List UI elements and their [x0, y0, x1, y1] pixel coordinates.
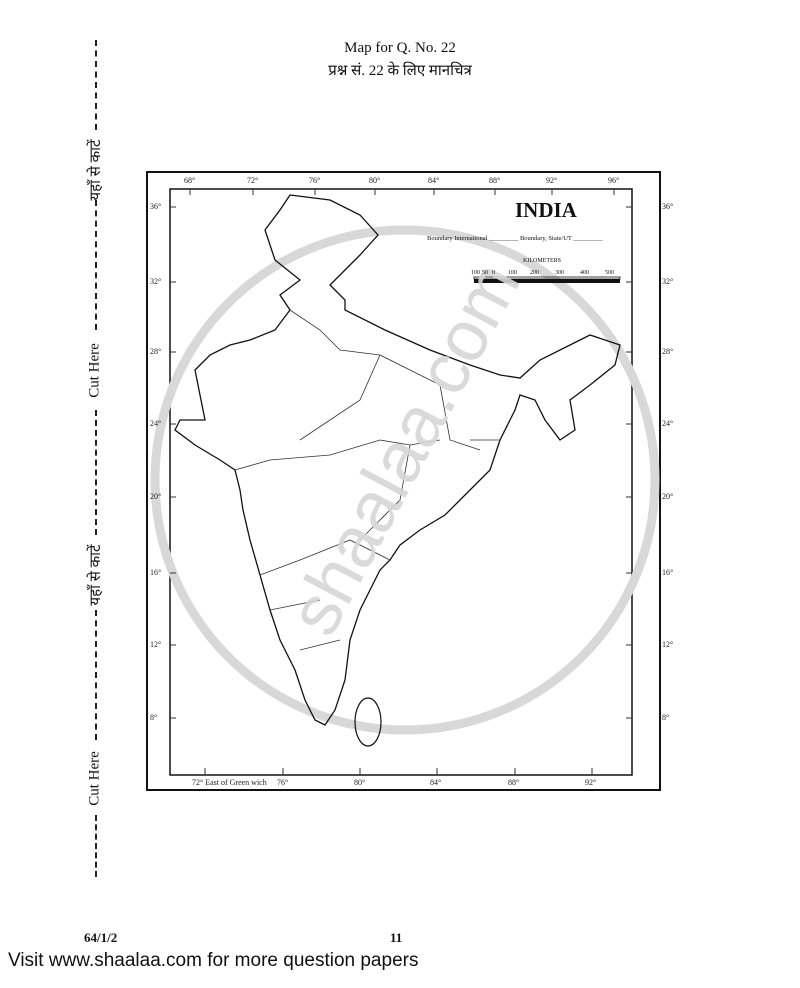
- cut-line: [95, 815, 97, 877]
- right-latitude-label: 32°: [662, 277, 674, 286]
- right-latitude-label: 36°: [662, 202, 674, 211]
- visit-banner: Visit www.shaalaa.com for more question …: [8, 950, 419, 971]
- cut-line: [95, 200, 97, 330]
- map-title-hindi: प्रश्न सं. 22 के लिए मानचित्र: [328, 63, 472, 79]
- scale-label: 0: [492, 270, 495, 276]
- scale-label: 50: [482, 270, 488, 276]
- scale-label: 500: [605, 270, 614, 276]
- watermark-text: shaalaa.com: [273, 250, 535, 648]
- bottom-longitude-label: 84°: [430, 778, 442, 787]
- top-longitude-label: 68°: [184, 176, 196, 185]
- watermark-circle: [150, 225, 660, 735]
- left-latitude-label: 28°: [150, 347, 162, 356]
- scale-bar: [473, 276, 621, 283]
- top-longitude-label: 72°: [247, 176, 259, 185]
- left-latitude-label: 32°: [150, 277, 162, 286]
- scale-label: 100: [508, 270, 517, 276]
- right-latitude-label: 24°: [662, 419, 674, 428]
- map-inner-frame: [169, 188, 633, 776]
- top-longitude-label: 96°: [608, 176, 620, 185]
- cut-line: [95, 610, 97, 740]
- top-longitude-label: 92°: [546, 176, 558, 185]
- left-latitude-label: 16°: [150, 568, 162, 577]
- left-latitude-label: 36°: [150, 202, 162, 211]
- india-outline: [174, 194, 621, 726]
- bottom-longitude-label: 88°: [508, 778, 520, 787]
- scale-label: 100: [471, 270, 480, 276]
- left-latitude-label: 12°: [150, 640, 162, 649]
- scale-label: 200: [530, 270, 539, 276]
- sri-lanka-outline: [354, 697, 382, 747]
- cut-line: [95, 40, 97, 130]
- paper-code: 64/1/2: [84, 930, 118, 945]
- scale-label: 300: [555, 270, 564, 276]
- cut-line: [95, 410, 97, 535]
- top-longitude-label: 80°: [369, 176, 381, 185]
- state-boundaries: [234, 309, 500, 651]
- boundary-legend: Boundary International _________ Boundar…: [427, 235, 603, 242]
- bottom-longitude-label: 72° East of Green wich: [192, 778, 267, 787]
- map-heading: INDIA: [515, 198, 577, 222]
- right-latitude-label: 8°: [662, 713, 670, 722]
- top-longitude-label: 88°: [489, 176, 501, 185]
- map-title-english: Map for Q. No. 22: [344, 40, 456, 56]
- left-latitude-label: 8°: [150, 713, 158, 722]
- top-longitude-label: 84°: [428, 176, 440, 185]
- bottom-longitude-label: 76°: [277, 778, 289, 787]
- right-latitude-label: 12°: [662, 640, 674, 649]
- bottom-longitude-label: 92°: [585, 778, 597, 787]
- scale-label: 400: [580, 270, 589, 276]
- scale-title: KILOMETERS: [523, 258, 561, 264]
- page-number: 11: [390, 930, 403, 945]
- bottom-longitude-label: 80°: [354, 778, 366, 787]
- map-outer-frame: [146, 171, 661, 791]
- left-latitude-label: 24°: [150, 419, 162, 428]
- right-latitude-label: 28°: [662, 347, 674, 356]
- right-latitude-label: 20°: [662, 492, 674, 501]
- top-longitude-label: 76°: [309, 176, 321, 185]
- right-latitude-label: 16°: [662, 568, 674, 577]
- left-latitude-label: 20°: [150, 492, 162, 501]
